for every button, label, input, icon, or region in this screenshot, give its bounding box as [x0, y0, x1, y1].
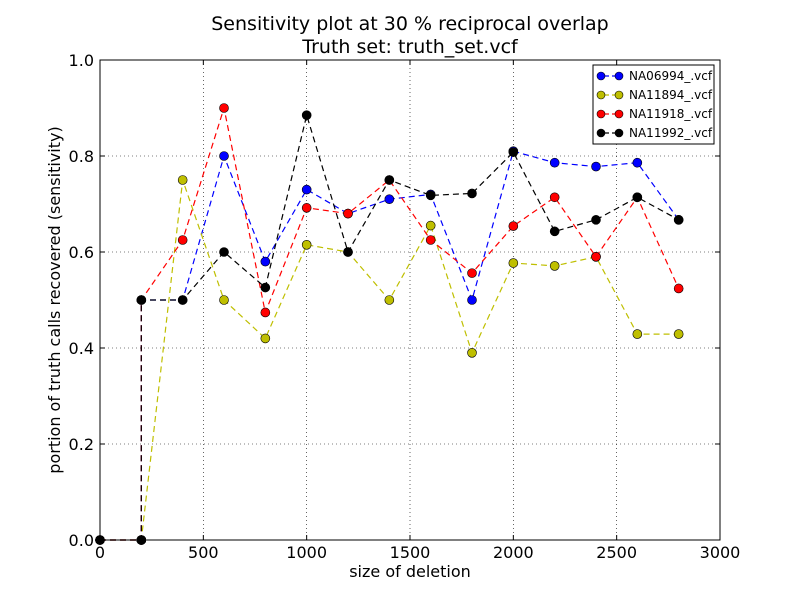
data-point — [508, 147, 519, 157]
data-point — [219, 247, 229, 257]
x-tick-label: 3000 — [700, 543, 741, 562]
legend-marker — [614, 71, 624, 81]
series-line — [100, 112, 679, 541]
data-point — [301, 184, 312, 195]
data-point — [384, 175, 395, 185]
data-point — [343, 247, 353, 257]
data-point — [384, 194, 395, 204]
x-tick-label: 2500 — [596, 543, 637, 562]
data-point — [632, 329, 643, 339]
y-tick-label: 1.0 — [69, 51, 94, 70]
data-point — [136, 295, 147, 305]
data-point — [260, 307, 271, 318]
data-point — [177, 175, 188, 185]
legend-label: NA11894_.vcf — [629, 88, 713, 102]
legend-marker — [614, 109, 624, 119]
x-tick-label: 1500 — [390, 543, 431, 562]
data-point — [549, 157, 560, 168]
data-point — [591, 161, 601, 172]
data-point — [632, 192, 643, 203]
y-tick-label: 0.2 — [69, 435, 94, 454]
data-point — [467, 268, 477, 278]
legend-marker — [596, 71, 606, 81]
chart-title: Sensitivity plot at 30 % reciprocal over… — [211, 13, 609, 35]
y-tick-label: 0.6 — [69, 243, 94, 262]
data-point — [260, 256, 271, 267]
legend-marker — [614, 128, 624, 138]
data-point — [425, 220, 436, 231]
data-point — [673, 283, 684, 294]
legend-label: NA06994_.vcf — [629, 69, 713, 83]
legend-label: NA11992_.vcf — [629, 126, 713, 140]
x-tick-label: 500 — [188, 543, 219, 562]
axis-ticks: 0 500 1000 1500 2000 2500 3000 0.0 0.2 0.4 0.6 0.8 1… — [69, 51, 741, 562]
data-point — [508, 258, 519, 268]
data-point — [549, 192, 560, 203]
data-point — [591, 251, 601, 262]
data-point — [673, 215, 684, 225]
data-point — [549, 226, 560, 237]
legend: NA06994_.vcf NA11894_.vcf NA11918_.vcf NA11… — [592, 64, 715, 145]
data-point — [301, 203, 312, 213]
y-tick-label: 0.0 — [69, 531, 94, 550]
y-tick-label: 0.4 — [69, 339, 94, 358]
data-point — [425, 190, 436, 201]
legend-label: NA11918_.vcf — [629, 107, 713, 121]
x-tick-label: 1000 — [286, 543, 327, 562]
data-point — [467, 188, 477, 199]
data-point — [508, 221, 519, 231]
data-point — [549, 261, 560, 271]
data-point — [632, 157, 643, 168]
data-point — [301, 110, 312, 120]
series-line — [100, 107, 680, 541]
legend-box — [592, 64, 715, 145]
data-point — [425, 235, 436, 245]
series-NA11992_.vcf — [95, 110, 684, 545]
data-point — [467, 295, 477, 305]
data-point — [219, 103, 229, 113]
data-point — [260, 333, 271, 344]
data-point — [384, 295, 395, 305]
y-axis-label: portion of truth calls recovered (sensit… — [45, 126, 64, 473]
x-tick-label: 2000 — [493, 543, 534, 562]
legend-marker — [596, 128, 606, 138]
data-point — [343, 208, 353, 219]
data-point — [177, 295, 188, 305]
legend-marker — [596, 109, 606, 119]
series-layer — [95, 103, 684, 545]
data-point — [591, 215, 601, 225]
data-point — [673, 329, 684, 339]
data-point — [177, 235, 188, 245]
data-point — [467, 347, 477, 358]
x-tick-label: 0 — [95, 543, 105, 562]
y-tick-label: 0.8 — [69, 147, 94, 166]
legend-marker — [596, 90, 606, 100]
data-point — [260, 282, 271, 293]
data-point — [301, 240, 312, 250]
legend-marker — [614, 90, 624, 100]
x-axis-label: size of deletion — [349, 562, 471, 581]
data-point — [219, 295, 229, 305]
data-point — [219, 151, 229, 161]
chart-subtitle: Truth set: truth_set.vcf — [301, 36, 519, 58]
